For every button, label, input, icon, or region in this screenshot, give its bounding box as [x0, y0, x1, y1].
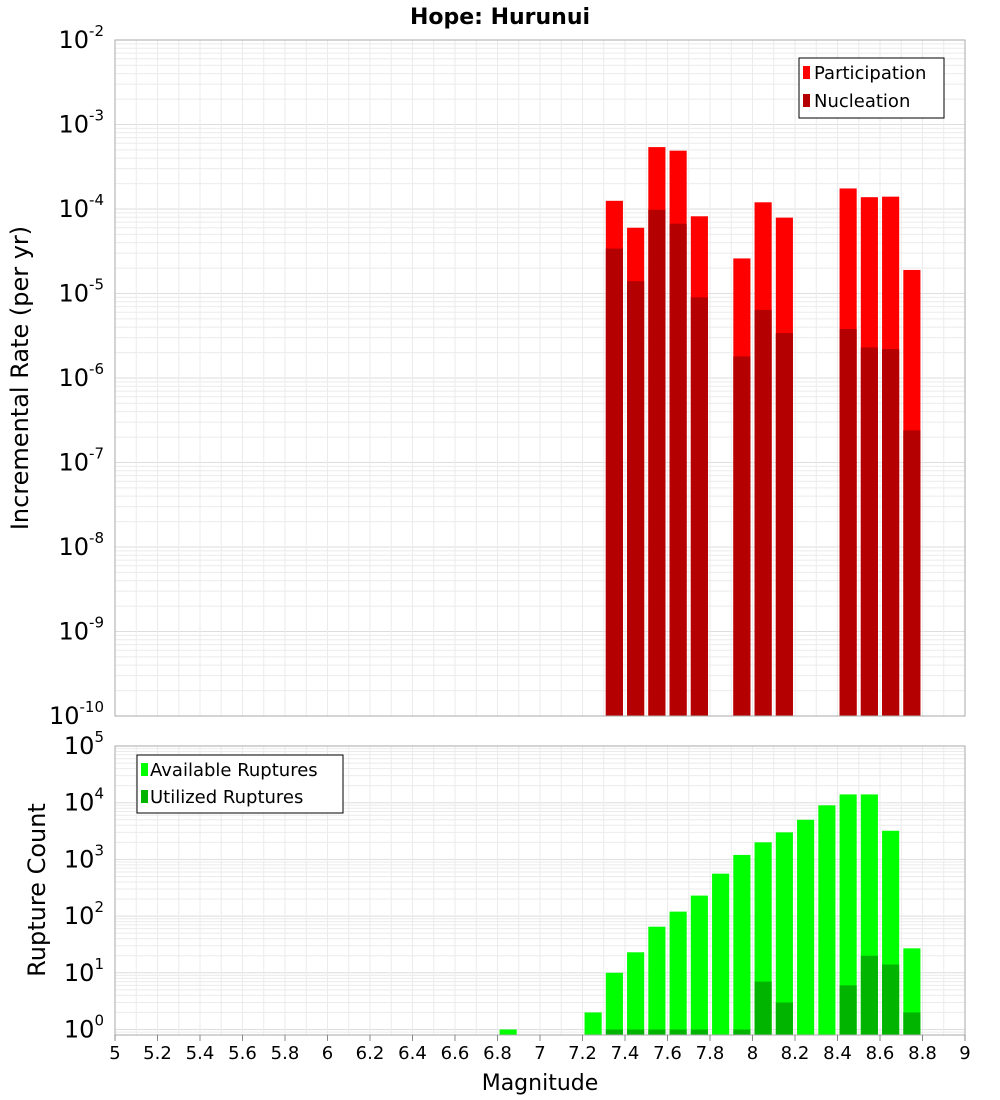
bottom-legend-box — [136, 754, 344, 814]
y-tick-label: 10-4 — [58, 191, 104, 223]
x-tick-label: 6.8 — [483, 1043, 512, 1064]
chart-title: Hope: Hurunui — [410, 5, 590, 30]
y-tick-label: 10-10 — [49, 698, 104, 730]
y-tick-label: 10-7 — [58, 445, 104, 477]
utilized-bar — [690, 1029, 708, 1035]
x-tick-label: 6 — [322, 1043, 333, 1064]
available-bar — [818, 805, 836, 1035]
nucleation-bar — [669, 223, 687, 716]
available-bar — [733, 854, 751, 1035]
top-legend-box — [798, 57, 945, 119]
x-tick-label: 7.8 — [696, 1043, 725, 1064]
utilized-bar — [627, 1029, 645, 1035]
x-tick-label: 5.4 — [186, 1043, 215, 1064]
available-bar — [712, 873, 730, 1035]
top-y-axis-label: Incremental Rate (per yr) — [6, 226, 34, 530]
x-tick-label: 8.6 — [866, 1043, 895, 1064]
utilized-bar — [733, 1029, 751, 1035]
bottom-legend: Available Ruptures Utilized Ruptures — [136, 754, 344, 814]
x-tick-label: 5.8 — [271, 1043, 300, 1064]
y-tick-label: 102 — [64, 898, 104, 930]
x-tick-label: 6.4 — [398, 1043, 427, 1064]
available-bar — [499, 1029, 517, 1035]
nucleation-bar — [690, 297, 708, 716]
top-y-ticks: 10-2 10-3 10-4 10-5 10-6 10-7 10-8 10-9 10-10 — [49, 22, 104, 730]
nucleation-bar — [627, 281, 645, 716]
nucleation-swatch — [803, 94, 810, 107]
utilized-bar — [669, 1029, 687, 1035]
x-tick-label: 5.6 — [228, 1043, 257, 1064]
legend-nucleation: Nucleation — [814, 91, 910, 112]
available-bar — [839, 794, 857, 1035]
top-grid — [114, 40, 966, 717]
utilized-bar — [775, 1002, 793, 1035]
nucleation-bar — [903, 430, 921, 716]
y-tick-label: 103 — [64, 841, 104, 873]
nucleation-bar — [754, 309, 772, 716]
y-tick-label: 100 — [64, 1012, 104, 1044]
utilized-bar — [648, 1029, 666, 1035]
x-tick-label: 8.8 — [908, 1043, 937, 1064]
x-tick-label: 5.2 — [143, 1043, 172, 1064]
x-axis-ticks: 5 5.2 5.4 5.6 5.8 6 6.2 6.4 6.6 6.8 7 7.2 7.4 7.6 7.8 8… — [109, 1035, 971, 1064]
y-tick-label: 10-5 — [58, 276, 104, 308]
legend-participation: Participation — [814, 63, 926, 84]
bottom-bars — [499, 794, 921, 1035]
utilized-bar — [860, 955, 878, 1035]
y-tick-label: 10-9 — [58, 614, 104, 646]
available-bar — [775, 832, 793, 1035]
nucleation-bar — [860, 347, 878, 716]
x-tick-label: 6.6 — [441, 1043, 470, 1064]
bottom-y-ticks: 105 104 103 102 101 100 — [64, 728, 104, 1044]
nucleation-bar — [882, 349, 900, 716]
bottom-y-axis-label: Rupture Count — [23, 803, 51, 977]
utilized-bar — [882, 964, 900, 1035]
available-bar — [669, 911, 687, 1035]
x-tick-label: 7.4 — [611, 1043, 640, 1064]
top-plot-frame — [114, 39, 966, 717]
x-tick-label: 9 — [959, 1043, 970, 1064]
top-bars — [605, 147, 921, 717]
available-bar — [690, 895, 708, 1035]
x-tick-label: 8 — [747, 1043, 758, 1064]
x-tick-label: 7 — [534, 1043, 545, 1064]
available-bar — [648, 926, 666, 1035]
utilized-bar — [605, 1029, 623, 1035]
utilized-bar — [903, 1012, 921, 1035]
nucleation-bar — [733, 356, 751, 716]
y-tick-label: 10-8 — [58, 529, 104, 561]
x-tick-label: 7.2 — [568, 1043, 597, 1064]
participation-swatch — [803, 66, 810, 79]
nucleation-bar — [605, 248, 623, 716]
top-panel: 10-2 10-3 10-4 10-5 10-6 10-7 10-8 10-9 10-10 In… — [6, 22, 966, 730]
y-tick-label: 10-3 — [58, 107, 104, 139]
available-bar — [605, 972, 623, 1035]
legend-utilized: Utilized Ruptures — [150, 787, 303, 808]
utilized-bar — [754, 981, 772, 1035]
legend-available: Available Ruptures — [150, 760, 318, 781]
top-legend: Participation Nucleation — [798, 57, 945, 119]
nucleation-bar — [775, 333, 793, 716]
utilized-swatch — [141, 790, 148, 803]
available-bar — [797, 819, 815, 1035]
available-bar — [584, 1012, 602, 1035]
y-tick-label: 10-2 — [58, 22, 104, 54]
x-axis-label: Magnitude — [482, 1071, 599, 1096]
nucleation-bar — [839, 329, 857, 716]
x-tick-label: 5 — [109, 1043, 120, 1064]
y-tick-label: 104 — [64, 785, 104, 817]
available-swatch — [141, 763, 148, 776]
nucleation-bar — [648, 209, 666, 716]
x-tick-label: 8.4 — [823, 1043, 852, 1064]
available-bar — [627, 952, 645, 1035]
x-tick-label: 6.2 — [356, 1043, 385, 1064]
y-tick-label: 101 — [64, 955, 104, 987]
y-tick-label: 10-6 — [58, 360, 104, 392]
utilized-bar — [839, 985, 857, 1035]
x-tick-label: 7.6 — [653, 1043, 682, 1064]
x-tick-label: 8.2 — [781, 1043, 810, 1064]
y-tick-label: 105 — [64, 728, 104, 760]
bottom-panel: 105 104 103 102 101 100 Rupture Count Availab… — [23, 728, 966, 1044]
